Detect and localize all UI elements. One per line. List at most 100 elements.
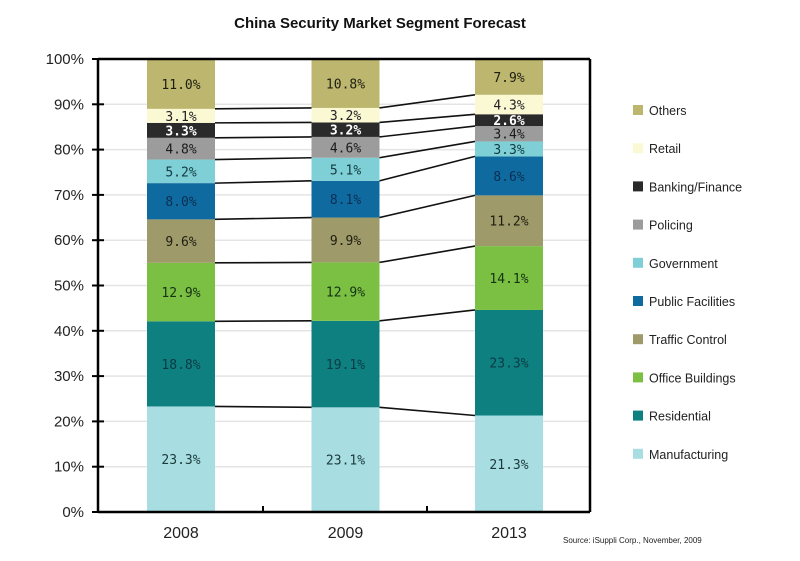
y-tick-label: 30% [54,368,84,385]
data-label: 2.6% [493,114,524,129]
legend: Others Retail Banking/Finance Policing Gover… [633,104,742,462]
data-label: 12.9% [326,286,365,301]
bar-segment [475,141,543,157]
bar-segment [475,94,543,115]
bar-segment [147,108,215,123]
data-label: 4.3% [493,99,524,114]
bar-segment [311,262,380,321]
bar-segment [311,122,380,137]
legend-item: Office Buildings [633,371,736,385]
data-label: 3.2% [330,124,361,139]
connector-line [214,216,312,221]
legend-label: Residential [649,410,711,424]
connector-line [379,245,476,264]
data-label: 23.3% [489,357,528,372]
data-label: 9.9% [330,234,361,249]
bar-segment [475,309,543,416]
data-label: 4.6% [330,141,361,156]
legend-swatch [633,181,643,192]
data-label: 3.3% [493,143,524,158]
x-tick-label: 2008 [163,525,199,542]
bar-segment [147,406,215,512]
legend-swatch [633,257,643,268]
legend-label: Banking/Finance [649,180,742,194]
data-label: 8.1% [330,193,361,208]
bar-segment [475,195,543,247]
y-tick-label: 0% [62,504,84,521]
y-tick-label: 40% [54,323,84,340]
legend-label: Traffic Control [649,333,727,347]
data-label: 11.2% [489,215,528,230]
y-tick-label: 80% [54,142,84,159]
bars: 23.3%18.8%12.9%9.6%8.0%5.2%4.8%3.3%3.1%1… [147,59,543,512]
bar-segment [311,157,380,181]
connector-line [379,93,476,109]
bar-segment [475,114,543,127]
legend-item: Manufacturing [633,448,728,462]
legend-item: Government [633,257,718,271]
data-label: 11.0% [161,78,200,93]
bar-segment [311,407,380,512]
data-label: 5.2% [165,165,196,180]
bar-segment [147,137,215,160]
y-tick-label: 70% [54,187,84,204]
legend-item: Residential [633,410,711,424]
connector-line [214,180,312,184]
legend-item: Public Facilities [633,295,735,309]
legend-item: Traffic Control [633,333,727,347]
connector-line [379,194,476,219]
connector-line [214,136,312,139]
bar-segment [311,136,380,158]
bar-segment [147,219,215,263]
data-label: 21.3% [489,458,528,473]
data-label: 3.2% [330,109,361,124]
data-label: 23.1% [326,454,365,469]
source-annotation: Source: iSuppli Corp., November, 2009 [563,536,702,545]
legend-swatch [633,105,643,115]
data-label: 7.9% [493,71,524,86]
connector-line [379,155,476,182]
data-label: 3.3% [165,124,196,139]
connector-line [379,309,476,322]
y-tick-label: 90% [54,96,84,113]
bar-segment [311,217,380,263]
data-label: 4.8% [165,143,196,158]
legend-swatch [633,372,643,383]
bar-segment [475,156,543,196]
y-tick-label: 60% [54,232,84,249]
bar-segment [311,107,380,123]
data-label: 9.6% [165,235,196,250]
bar-segment [475,59,543,95]
legend-label: Others [649,104,687,118]
bar-segment [147,59,215,109]
connector-line [214,107,312,110]
data-label: 3.1% [165,110,196,125]
bar-segment [147,183,215,220]
bar-segment [147,122,215,138]
bar-segment [147,262,215,322]
bar-segment [311,320,380,408]
legend-label: Policing [649,219,693,233]
connector-line [214,156,312,161]
bar-segment [311,59,380,108]
legend-label: Public Facilities [649,295,735,309]
y-tick-labels: 0% 10% 20% 30% 40% 50% 60% 70% 80% 90% 100% [46,51,84,521]
legend-swatch [633,219,643,230]
y-tick-label: 20% [54,413,84,430]
connector-line [379,113,476,124]
connector-lines [214,93,476,417]
legend-swatch [633,296,643,306]
connector-line [379,140,476,159]
legend-label: Office Buildings [649,371,736,385]
legend-swatch [633,448,643,459]
data-label: 18.8% [161,358,200,373]
legend-swatch [633,143,643,154]
connector-line [379,125,476,138]
y-tick-label: 10% [54,459,84,476]
legend-item: Retail [633,142,681,156]
bar-segment [475,246,543,310]
bar-segment [147,321,215,407]
bar-segment [475,126,543,142]
data-label: 3.4% [493,128,524,143]
